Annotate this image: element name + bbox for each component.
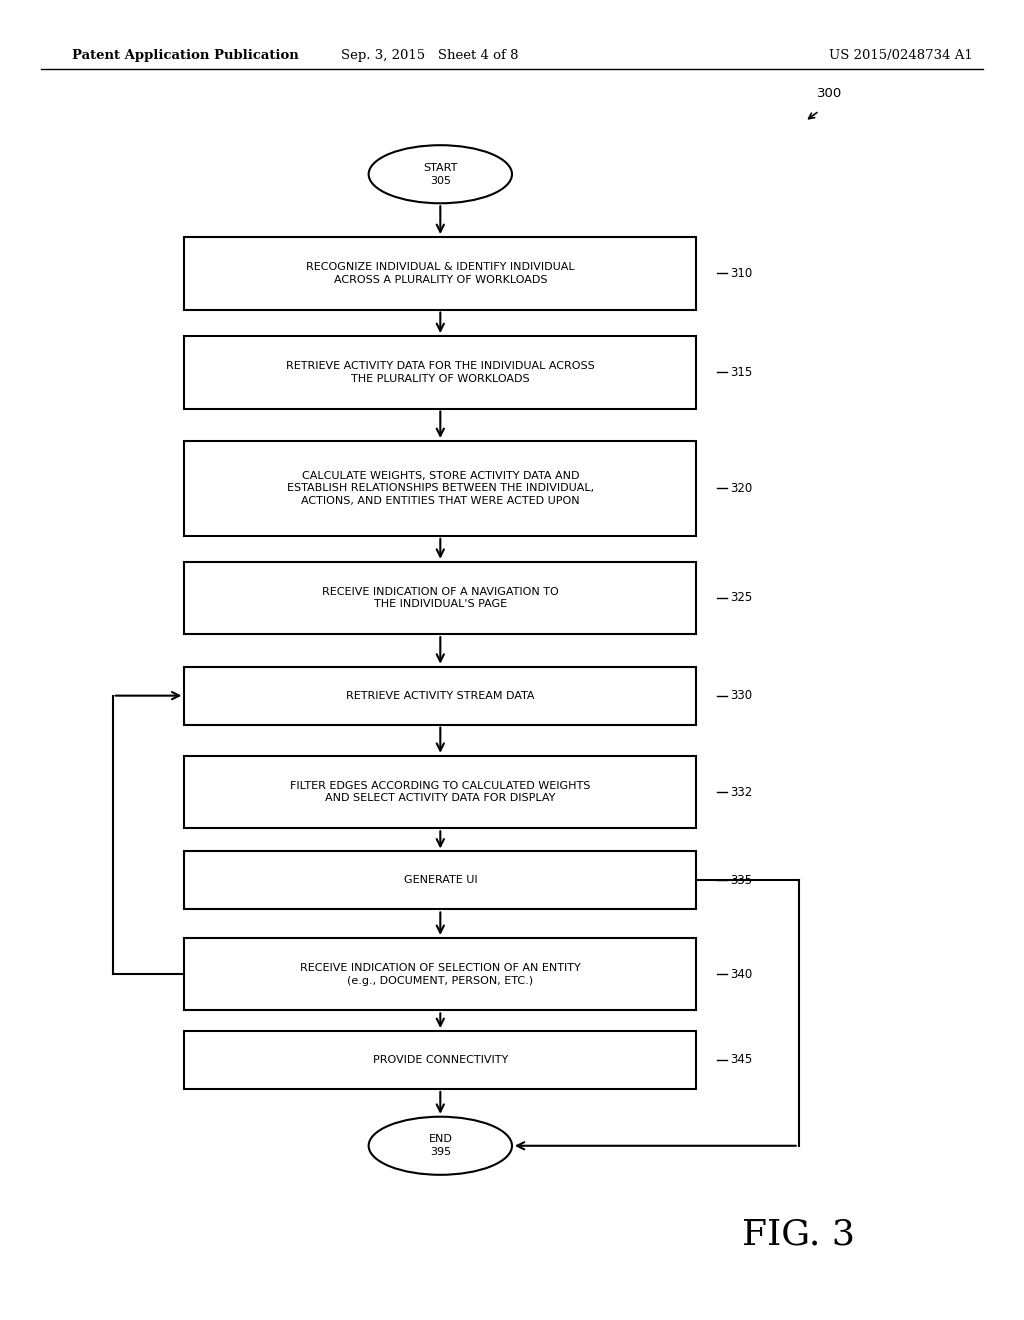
Text: START
305: START 305: [423, 162, 458, 186]
Text: FIG. 3: FIG. 3: [742, 1217, 855, 1251]
Text: GENERATE UI: GENERATE UI: [403, 875, 477, 886]
Text: Sep. 3, 2015   Sheet 4 of 8: Sep. 3, 2015 Sheet 4 of 8: [341, 49, 519, 62]
Text: END
395: END 395: [428, 1134, 453, 1158]
Text: 345: 345: [730, 1053, 753, 1067]
Text: RETRIEVE ACTIVITY STREAM DATA: RETRIEVE ACTIVITY STREAM DATA: [346, 690, 535, 701]
Text: PROVIDE CONNECTIVITY: PROVIDE CONNECTIVITY: [373, 1055, 508, 1065]
Text: 310: 310: [730, 267, 753, 280]
Text: 332: 332: [730, 785, 753, 799]
Text: 320: 320: [730, 482, 753, 495]
Text: 300: 300: [817, 87, 842, 100]
Text: CALCULATE WEIGHTS, STORE ACTIVITY DATA AND
ESTABLISH RELATIONSHIPS BETWEEN THE I: CALCULATE WEIGHTS, STORE ACTIVITY DATA A…: [287, 471, 594, 506]
Text: US 2015/0248734 A1: US 2015/0248734 A1: [829, 49, 973, 62]
Text: 315: 315: [730, 366, 753, 379]
Text: 330: 330: [730, 689, 753, 702]
Text: RECEIVE INDICATION OF A NAVIGATION TO
THE INDIVIDUAL'S PAGE: RECEIVE INDICATION OF A NAVIGATION TO TH…: [322, 586, 559, 610]
Text: 340: 340: [730, 968, 753, 981]
Text: Patent Application Publication: Patent Application Publication: [72, 49, 298, 62]
Text: FILTER EDGES ACCORDING TO CALCULATED WEIGHTS
AND SELECT ACTIVITY DATA FOR DISPLA: FILTER EDGES ACCORDING TO CALCULATED WEI…: [290, 780, 591, 804]
Text: RECEIVE INDICATION OF SELECTION OF AN ENTITY
(e.g., DOCUMENT, PERSON, ETC.): RECEIVE INDICATION OF SELECTION OF AN EN…: [300, 962, 581, 986]
Text: RECOGNIZE INDIVIDUAL & IDENTIFY INDIVIDUAL
ACROSS A PLURALITY OF WORKLOADS: RECOGNIZE INDIVIDUAL & IDENTIFY INDIVIDU…: [306, 261, 574, 285]
Text: RETRIEVE ACTIVITY DATA FOR THE INDIVIDUAL ACROSS
THE PLURALITY OF WORKLOADS: RETRIEVE ACTIVITY DATA FOR THE INDIVIDUA…: [286, 360, 595, 384]
Text: 335: 335: [730, 874, 753, 887]
Text: 325: 325: [730, 591, 753, 605]
